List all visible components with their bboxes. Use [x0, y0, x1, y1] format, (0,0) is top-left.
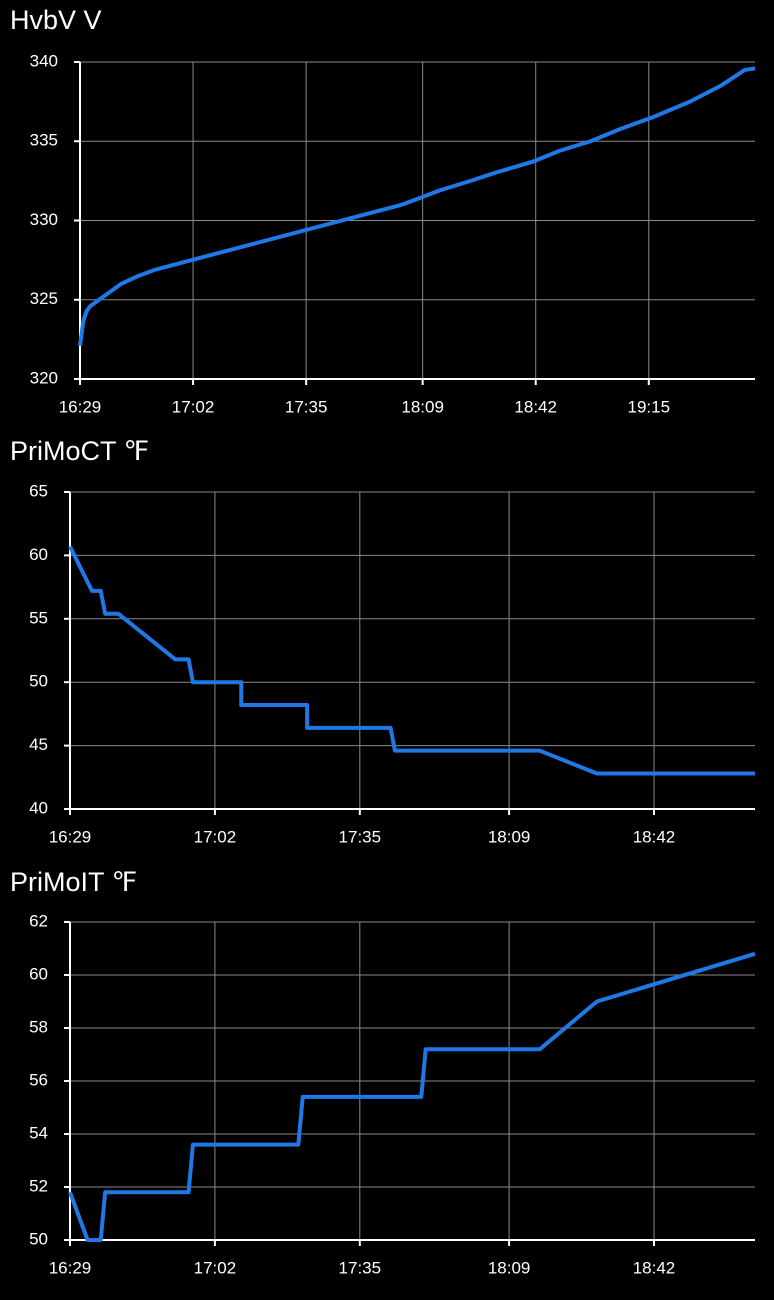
y-tick-label: 50 — [29, 672, 48, 691]
y-tick-label: 52 — [29, 1176, 48, 1195]
chart-title: PriMoIT ℉ — [10, 867, 137, 897]
y-tick-label: 54 — [29, 1123, 48, 1142]
x-tick-label: 18:42 — [633, 1258, 676, 1277]
x-tick-label: 17:02 — [194, 827, 237, 846]
x-tick-label: 17:35 — [339, 827, 382, 846]
y-tick-label: 55 — [29, 608, 48, 627]
y-tick-label: 62 — [29, 911, 48, 930]
data-line — [68, 545, 755, 776]
data-line — [68, 951, 756, 1242]
y-tick-label: 58 — [29, 1017, 48, 1036]
x-tick-label: 16:29 — [49, 1258, 92, 1277]
y-tick-label: 60 — [29, 545, 48, 564]
y-tick-label: 325 — [30, 289, 58, 308]
y-tick-label: 335 — [30, 131, 58, 150]
y-tick-label: 60 — [29, 964, 48, 983]
x-tick-label: 19:15 — [628, 397, 671, 416]
y-tick-label: 320 — [30, 368, 58, 387]
x-tick-label: 17:35 — [339, 1258, 382, 1277]
x-tick-label: 17:35 — [285, 397, 328, 416]
x-tick-label: 18:09 — [401, 397, 444, 416]
x-tick-label: 16:29 — [49, 827, 92, 846]
y-tick-label: 330 — [30, 210, 58, 229]
y-tick-label: 50 — [29, 1229, 48, 1248]
x-tick-label: 17:02 — [194, 1258, 237, 1277]
x-tick-label: 17:02 — [172, 397, 215, 416]
y-tick-label: 40 — [29, 798, 48, 817]
y-tick-label: 65 — [29, 481, 48, 500]
chart-title: HvbV V — [10, 5, 102, 35]
x-tick-label: 16:29 — [59, 397, 102, 416]
chart-title: PriMoCT ℉ — [10, 436, 149, 466]
y-tick-label: 45 — [29, 735, 48, 754]
x-tick-label: 18:42 — [633, 827, 676, 846]
y-tick-label: 340 — [30, 51, 58, 70]
y-tick-label: 56 — [29, 1070, 48, 1089]
x-tick-label: 18:09 — [488, 1258, 531, 1277]
x-tick-label: 18:42 — [514, 397, 557, 416]
data-line — [78, 66, 756, 346]
x-tick-label: 18:09 — [488, 827, 531, 846]
